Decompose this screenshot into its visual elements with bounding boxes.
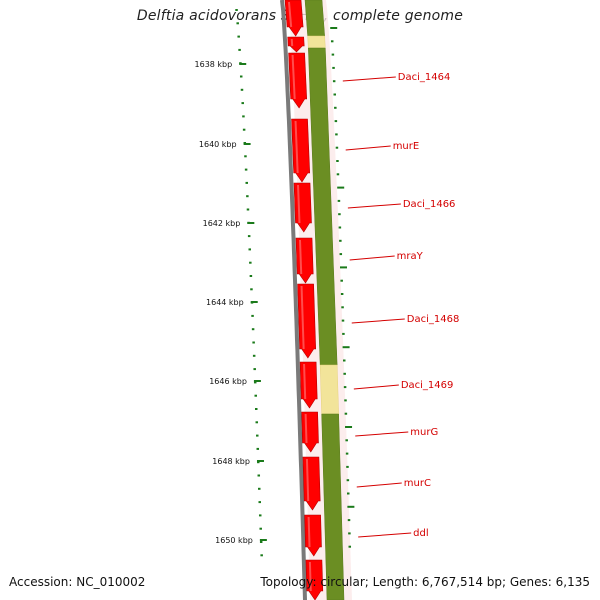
- gene-label: ddl: [413, 528, 428, 539]
- gene-label-layer: Daci_1464 murE Daci_1466 mraY Daci_1468 Daci_…: [342, 72, 460, 539]
- ruler-tick-label: 1648 kbp: [212, 457, 250, 466]
- cds-arrow-highlight: [303, 363, 307, 400]
- ruler-tick-label: 1646 kbp: [209, 377, 247, 386]
- cds-arrow-highlight: [294, 120, 299, 174]
- cds-arrow-highlight: [307, 516, 311, 548]
- gene-label-leader: [353, 384, 399, 390]
- ruler-tick-label: 1640 kbp: [199, 140, 237, 149]
- gene-label-leader: [349, 255, 395, 261]
- gene-label: Daci_1466: [403, 199, 456, 210]
- cds-arrow-highlight: [297, 184, 301, 224]
- gene-label: Daci_1468: [407, 314, 460, 325]
- cds-arrow-highlight: [298, 239, 303, 275]
- ruler-tick-label: 1638 kbp: [195, 60, 233, 69]
- ruler-tick-label: 1644 kbp: [206, 298, 244, 307]
- gene-label: murC: [404, 478, 431, 489]
- cds-arrow: [288, 52, 308, 109]
- cds-arrow: [302, 456, 321, 511]
- cds-arrow-highlight: [288, 1, 293, 28]
- ruler-tick-label: 1642 kbp: [203, 219, 241, 228]
- gene-label-leader: [358, 532, 412, 538]
- gene-label: murG: [410, 427, 438, 438]
- topology-text: Topology: circular; Length: 6,767,514 bp…: [260, 575, 590, 589]
- backbone-line: [280, 0, 307, 600]
- cds-arrow-highlight: [305, 458, 310, 502]
- gene-label-leader: [355, 431, 409, 437]
- gene-label: Daci_1464: [398, 72, 451, 83]
- cds-arrow-highlight: [304, 413, 308, 444]
- gene-label-leader: [356, 482, 402, 488]
- feature-track-segment: [304, 0, 325, 37]
- ruler-layer: 1638 kbp 1640 kbp 1642 kbp 1644 kbp 1646 kbp…: [195, 9, 355, 557]
- cds-arrow-highlight: [300, 285, 305, 350]
- cds-arrow: [291, 118, 311, 183]
- feature-track-segment: [307, 35, 326, 49]
- gene-label: mraY: [397, 251, 424, 262]
- cds-arrow-highlight: [308, 561, 312, 592]
- gene-label: murE: [393, 141, 420, 152]
- feature-track-segment: [321, 413, 345, 600]
- gene-label-leader: [345, 145, 391, 151]
- gene-label-leader: [347, 203, 401, 209]
- cds-arrow-highlight: [291, 54, 296, 100]
- cds-arrow-layer: [284, 0, 324, 600]
- gene-label-leader: [342, 76, 396, 82]
- accession-text: Accession: NC_010002: [9, 575, 146, 589]
- gene-label: Daci_1469: [401, 380, 454, 391]
- feature-track-layer: [304, 0, 345, 600]
- gene-label-leader: [351, 318, 405, 324]
- feature-track-segment: [319, 364, 339, 415]
- cds-arrow: [297, 283, 317, 359]
- ruler-tick-label: 1650 kbp: [215, 536, 253, 545]
